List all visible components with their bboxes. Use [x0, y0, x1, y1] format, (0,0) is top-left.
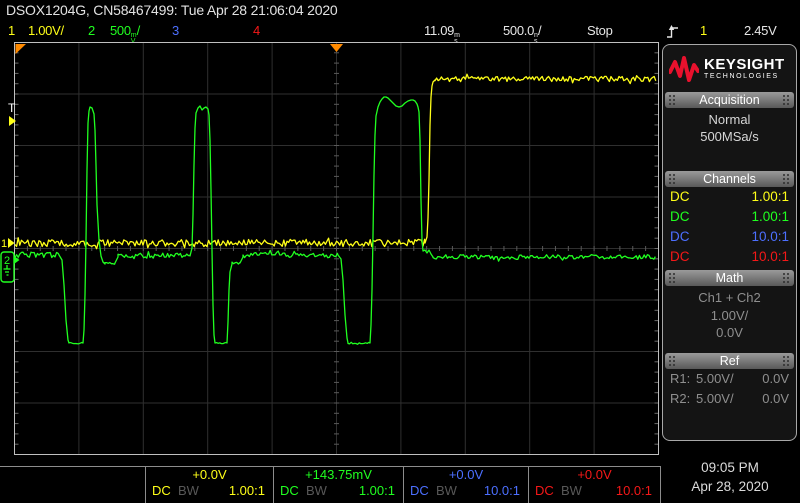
sidebar-panel: KEYSIGHT TECHNOLOGIES Acquisition Normal…: [662, 44, 797, 441]
timebase-position[interactable]: 11.09 m s: [424, 23, 460, 45]
clock-date: Apr 28, 2020: [691, 479, 769, 494]
time-reference-icon: [15, 44, 26, 54]
ch3-bw-limit: BW: [436, 483, 457, 498]
grip-icon: [782, 355, 790, 366]
ch2-scale[interactable]: 500 m V /: [110, 23, 140, 45]
channel2-settings[interactable]: DC 1.00:1: [670, 209, 789, 224]
edge-trigger-icon: [667, 25, 678, 38]
math-section-header[interactable]: Math: [665, 270, 794, 286]
footer-ch3-block[interactable]: +0.0V DC BW 10.0:1: [403, 467, 528, 503]
ch1-bw-limit: BW: [178, 483, 199, 498]
ch1-probe: 1.00:1: [228, 483, 265, 498]
ch2-bw-limit: BW: [306, 483, 327, 498]
trigger-level-icon[interactable]: [9, 116, 16, 126]
footer-ch1-block[interactable]: +0.0V DC BW 1.00:1: [145, 467, 273, 503]
ch2-coupling: DC: [280, 483, 299, 498]
acquisition-mode: Normal: [708, 112, 751, 127]
sample-rate: 500MSa/s: [700, 129, 759, 144]
trigger-source[interactable]: 1: [700, 23, 707, 38]
ch1-ground-icon[interactable]: [8, 238, 15, 248]
ch2-scale-value: 500: [110, 23, 131, 38]
graticule-border: [14, 42, 659, 455]
acquisition-section-header[interactable]: Acquisition: [665, 92, 794, 108]
ch1-ground-label: 1: [1, 238, 7, 250]
ch4-probe: 10.0:1: [615, 483, 652, 498]
ch4-offset: +0.0V: [577, 467, 612, 482]
ch4-coupling: DC: [535, 483, 554, 498]
trigger-level[interactable]: 2.45V: [744, 23, 777, 38]
channel1-settings[interactable]: DC 1.00:1: [670, 189, 789, 204]
channel4-settings[interactable]: DC 10.0:1: [670, 249, 789, 264]
ch2-ground-label: 2: [4, 255, 10, 267]
ch1-coupling: DC: [152, 483, 171, 498]
grip-icon: [782, 273, 790, 283]
ch2-marker-arrow-icon: [14, 256, 20, 264]
timebase-scale[interactable]: 500.0 n s /: [503, 23, 542, 45]
ch3-coupling: DC: [410, 483, 429, 498]
ch2-number-badge[interactable]: 2: [88, 23, 95, 38]
brand-sub: TECHNOLOGIES: [704, 72, 779, 80]
keysight-logo: KEYSIGHT TECHNOLOGIES: [663, 45, 796, 91]
ch4-number-badge[interactable]: 4: [253, 23, 260, 38]
instrument-title: DSOX1204G, CN58467499: Tue Apr 28 21:06:…: [6, 2, 338, 18]
ch4-bw-limit: BW: [561, 483, 582, 498]
waveform-display[interactable]: T 1 2: [0, 42, 661, 455]
footer-divider: [0, 466, 661, 467]
ch2-trace[interactable]: [14, 96, 656, 345]
channels-section-header[interactable]: Channels: [665, 171, 794, 187]
ref-section-header[interactable]: Ref: [665, 352, 794, 369]
ch2-offset: +143.75mV: [305, 467, 372, 482]
math-offset: 0.0V: [716, 325, 743, 340]
ch3-number-badge[interactable]: 3: [172, 23, 179, 38]
status-bar: 1 1.00V/ 2 500 m V/ 3 4 11.09 m s 500.0 n s / S…: [0, 20, 661, 45]
grip-icon: [669, 273, 676, 283]
brand-name: KEYSIGHT: [704, 55, 785, 73]
ch1-scale[interactable]: 1.00V/: [28, 23, 64, 38]
run-state-indicator[interactable]: Stop: [587, 23, 613, 38]
ch3-offset: +0.0V: [448, 467, 484, 482]
grip-icon: [669, 355, 676, 366]
clock-time: 09:05 PM: [701, 460, 759, 475]
grip-icon: [669, 95, 676, 105]
ch1-trace[interactable]: [14, 73, 657, 250]
footer-ch4-block[interactable]: +0.0V DC BW 10.0:1: [528, 467, 661, 503]
grip-icon: [782, 174, 790, 184]
grip-icon: [669, 174, 676, 184]
trigger-position-icon[interactable]: [330, 44, 343, 52]
footer-ch2-block[interactable]: +143.75mV DC BW 1.00:1: [273, 467, 403, 503]
ch3-probe: 10.0:1: [483, 483, 520, 498]
ch1-offset: +0.0V: [192, 467, 227, 482]
clock: 09:05 PM Apr 28, 2020: [662, 458, 798, 496]
channel3-settings[interactable]: DC 10.0:1: [670, 229, 789, 244]
keysight-spark-icon: [669, 56, 699, 82]
math-scale: 1.00V/: [710, 307, 749, 323]
trigger-level-label: T: [8, 101, 16, 115]
math-function: Ch1 + Ch2: [698, 290, 761, 305]
ch1-number-badge[interactable]: 1: [8, 23, 15, 38]
ref1-settings: R1: 5.00V/ 0.0V: [670, 370, 789, 386]
ch2-probe: 1.00:1: [358, 483, 395, 498]
grip-icon: [782, 95, 790, 105]
ref2-settings: R2: 5.00V/ 0.0V: [670, 390, 789, 406]
